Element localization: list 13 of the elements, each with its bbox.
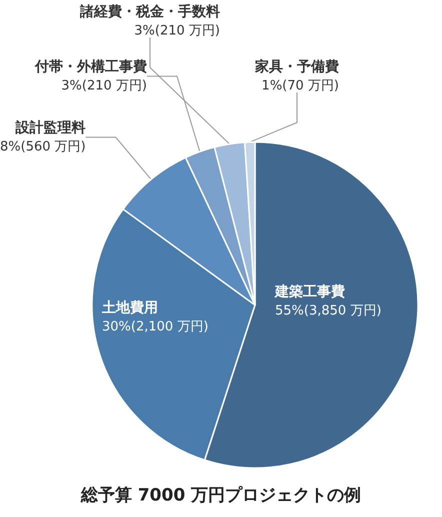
- data-label: 3%(210 万円): [61, 78, 147, 94]
- data-label: 30%(2,100 万円): [102, 320, 208, 334]
- text: 総予算 7000 万円プロジェクトの例: [80, 486, 362, 506]
- slice-label: 設計監理料: [14, 120, 86, 136]
- slice-label: 付帯・外構工事費: [34, 59, 147, 75]
- data-label: 55%(3,850 万円): [275, 304, 382, 318]
- data-label: 1%(70 万円): [262, 78, 339, 94]
- data-label: 8%(560 万円): [0, 140, 86, 154]
- slice-label: 土地費用: [101, 300, 158, 316]
- slice-label: 建築工事費: [274, 284, 345, 300]
- slice-label: 家具・予備費: [254, 58, 339, 75]
- data-label: 3%(210 万円): [134, 24, 220, 38]
- slice-label: 諸経費・税金・手数料: [79, 3, 220, 20]
